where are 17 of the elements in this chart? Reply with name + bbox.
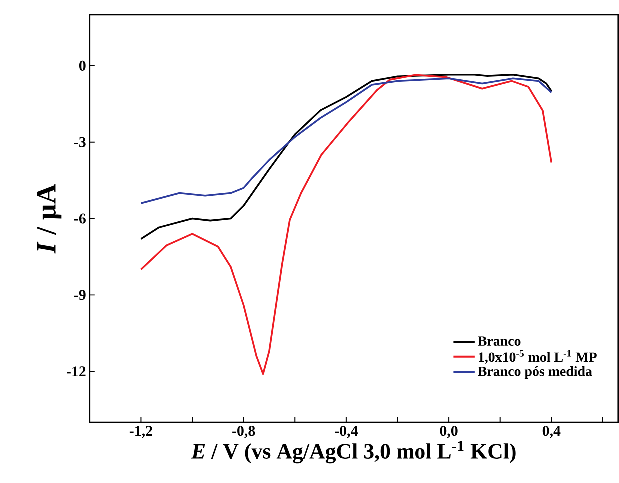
x-tick-label: -0,4 [335,426,358,438]
y-tick-label: -9 [74,290,86,300]
x-axis-title: E / V (vs Ag/AgCl 3,0 mol L$^{-1}$ KCl) [191,440,516,464]
line-series [140,74,553,240]
x-tick-label: -1,2 [130,426,152,438]
line-series [140,78,553,204]
y-tick-label: -6 [74,214,86,224]
legend-label: 1,0x10$^{-5}$ mol L$^{-1}$ MP [479,350,597,364]
y-tick-label: 0 [79,60,86,71]
x-tick-label: -0,8 [232,426,256,438]
legend-label: Branco [478,336,521,346]
y-tick-label: -12 [67,366,86,376]
x-tick-label: 0,4 [542,426,561,438]
x-tick-label: 0,0 [440,426,458,438]
y-tick-label: -3 [74,137,86,148]
legend-label: Branco pós medida [478,366,592,379]
y-axis-title: I / µA [37,184,62,254]
